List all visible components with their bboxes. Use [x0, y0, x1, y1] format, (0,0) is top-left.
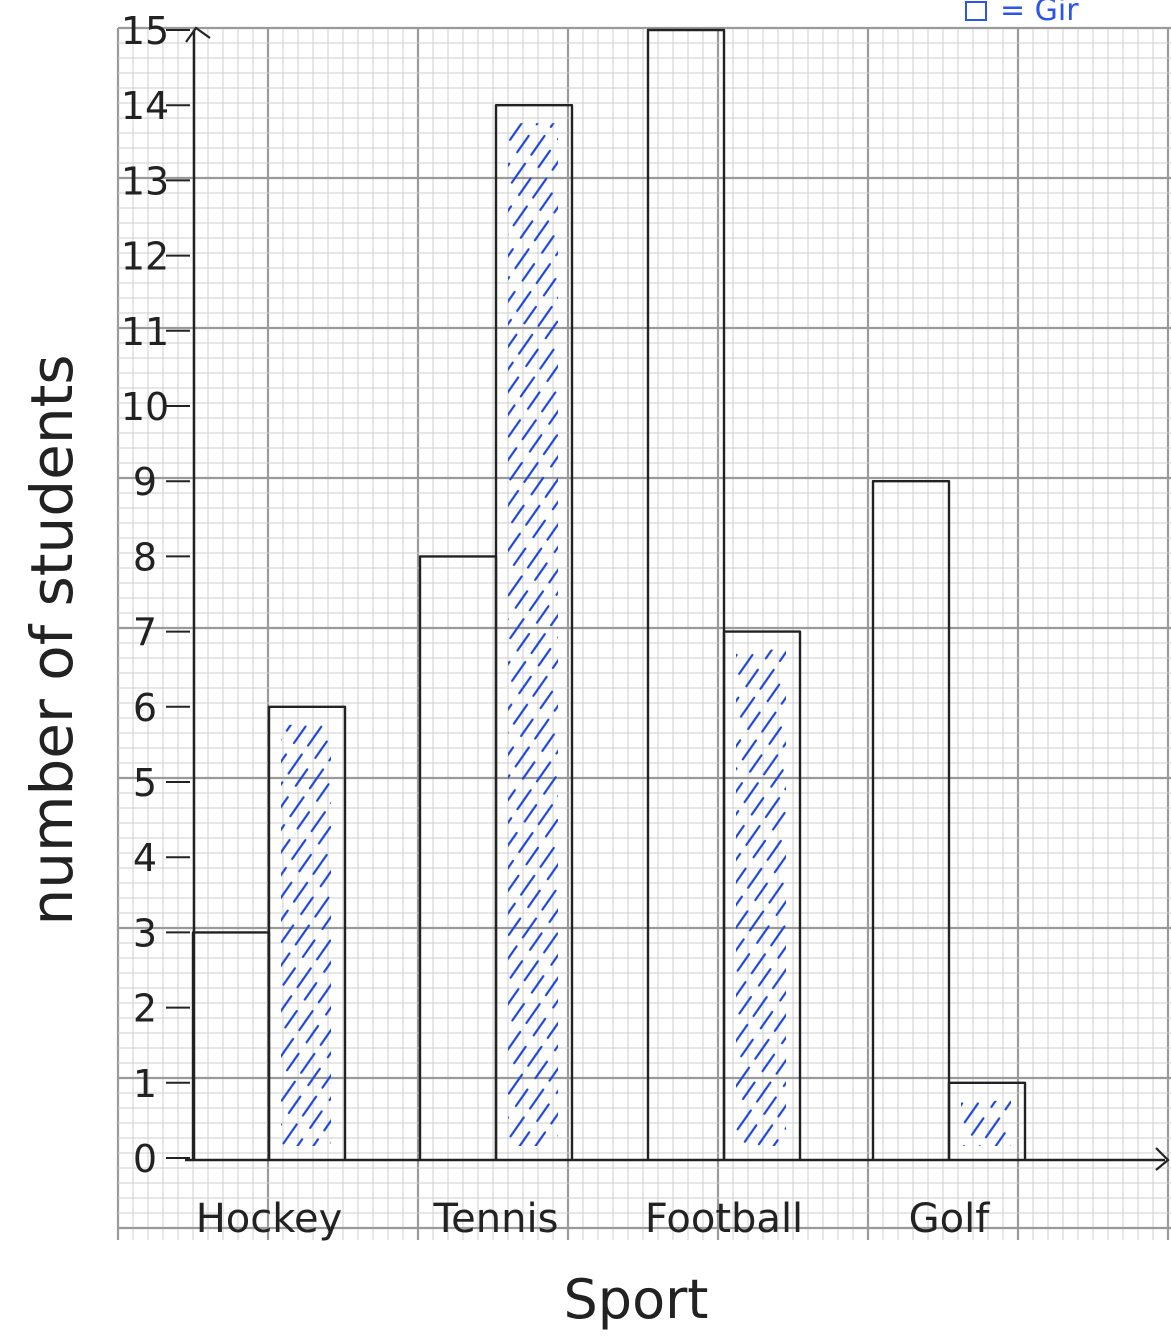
bar-plain [191, 931, 271, 1159]
y-tick-label: 12 [121, 235, 169, 279]
bar-hatch-fill [961, 1100, 1011, 1146]
graph-paper-grid [116, 26, 1171, 1240]
bar-hatch-fill [736, 649, 786, 1146]
y-tick-label: 3 [133, 911, 157, 955]
x-axis-label: Sport [564, 1268, 709, 1331]
bar-hatched [947, 1081, 1027, 1159]
y-tick-label: 15 [121, 9, 169, 53]
y-tick-label: 6 [133, 686, 157, 730]
bar-hatch-fill [508, 123, 558, 1146]
y-tick-label: 9 [133, 460, 157, 504]
bar-plain [646, 28, 726, 1159]
x-tick-label: Golf [909, 1196, 991, 1242]
legend-text: = Gir [1000, 0, 1079, 28]
bar-hatched [267, 705, 347, 1159]
x-axis-tick-labels: Hockey Tennis Football Golf [196, 1196, 991, 1242]
bar-hatch-fill [281, 724, 331, 1146]
y-tick-label: 5 [133, 761, 157, 805]
y-tick-label: 1 [133, 1062, 157, 1106]
y-tick-label: 7 [133, 611, 157, 655]
y-tick-label: 4 [133, 836, 157, 880]
y-tick-label: 10 [121, 385, 169, 429]
y-axis-arrow [185, 26, 211, 43]
x-axis-arrow [1155, 1147, 1170, 1171]
x-tick-label: Hockey [196, 1196, 343, 1242]
legend: = Gir [965, 0, 1079, 28]
y-tick-label: 13 [121, 159, 169, 203]
y-tick-label: 11 [121, 310, 169, 354]
y-tick-label: 14 [121, 84, 169, 128]
bar-plain [871, 480, 951, 1159]
legend-swatch-hatched [965, 1, 987, 21]
y-tick-label: 0 [133, 1137, 157, 1181]
axes [185, 26, 1170, 1171]
x-tick-label: Football [645, 1196, 803, 1242]
bar-hatched [722, 630, 802, 1159]
y-tick-label: 2 [133, 987, 157, 1031]
bar-plain [418, 555, 498, 1159]
bar-hatched [494, 104, 574, 1159]
y-tick-label: 8 [133, 535, 157, 579]
y-axis-label: number of students [18, 354, 86, 925]
bars [191, 28, 1027, 1159]
x-tick-label: Tennis [433, 1196, 559, 1242]
